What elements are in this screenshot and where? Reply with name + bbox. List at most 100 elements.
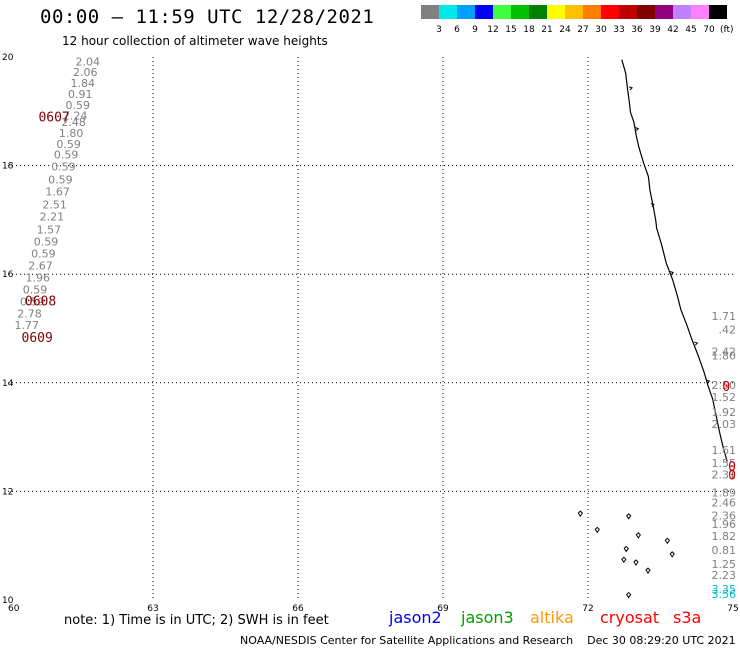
scale-swatch	[475, 5, 493, 19]
pass-timestamp: 0	[722, 380, 730, 395]
scale-swatch	[673, 5, 691, 19]
scale-swatch	[439, 5, 457, 19]
scale-swatch	[547, 5, 565, 19]
coast-inlet	[650, 203, 655, 207]
swh-reading: 0.59	[51, 161, 76, 174]
coastline-india-west	[621, 59, 728, 462]
coastline	[621, 59, 728, 462]
scale-label: 39	[649, 25, 661, 35]
swh-reading: 0.81	[712, 544, 737, 557]
scale-label: 6	[454, 25, 460, 35]
island	[664, 537, 670, 545]
legend-cryosat: cryosat	[600, 608, 660, 627]
swh-reading: 0.59	[31, 248, 56, 261]
island	[633, 559, 639, 566]
island	[626, 591, 632, 599]
map-title: 00:00 – 11:59 UTC 12/28/2021	[40, 6, 375, 28]
coast-inlet	[628, 86, 634, 91]
island	[626, 513, 632, 520]
island	[669, 551, 675, 558]
scale-label: 15	[505, 25, 517, 35]
swh-reading: 1.96	[26, 271, 51, 284]
swh-reading: 1.71	[712, 310, 737, 323]
scale-label: 42	[667, 25, 679, 35]
scale-swatch	[529, 5, 547, 19]
pass-timestamp: 0	[728, 469, 736, 484]
swh-reading: 1.52	[712, 391, 737, 404]
swh-reading: 2.24	[63, 110, 88, 123]
scale-label: 9	[472, 25, 478, 35]
island	[577, 510, 583, 518]
island	[645, 567, 651, 575]
swh-reading: 2.04	[76, 55, 101, 68]
pass-timestamp: 0608	[25, 294, 56, 309]
coast-inlet	[706, 379, 711, 384]
swh-reading: 2.31	[712, 469, 737, 482]
scale-swatch	[421, 5, 439, 19]
scale-label: 21	[541, 25, 553, 35]
swh-reading: 2.50	[712, 379, 737, 392]
legend-jason2: jason2	[389, 608, 442, 627]
scale-swatch	[457, 5, 475, 19]
swh-reading: 1.89	[712, 486, 737, 499]
swh-reading: 2.48	[61, 116, 86, 129]
swh-reading: 0.59	[48, 174, 73, 187]
island	[621, 556, 627, 564]
swh-reading: 1.25	[712, 558, 737, 571]
lakshadweep-islands	[577, 510, 675, 599]
scale-swatch	[691, 5, 709, 19]
x-tick-label: 66	[292, 604, 304, 614]
legend-altika: altika	[530, 608, 574, 627]
y-tick-label: 16	[2, 270, 14, 280]
island	[594, 526, 600, 534]
island	[635, 532, 641, 539]
swh-reading: 1.82	[712, 530, 737, 543]
legend-jason3: jason3	[461, 608, 514, 627]
pass-timestamp: 0	[728, 460, 736, 475]
swh-reading: 1.55	[712, 457, 737, 470]
y-tick-label: 14	[2, 379, 14, 389]
swh-reading: 1.84	[71, 77, 96, 90]
swh-reading: 1.77	[15, 319, 40, 332]
scale-label: 24	[559, 25, 571, 35]
swh-reading: 2.23	[712, 569, 737, 582]
scale-swatch	[655, 5, 673, 19]
scale-swatch	[637, 5, 655, 19]
x-tick-label: 69	[437, 604, 449, 614]
coast-inlet	[670, 271, 675, 275]
scale-swatch	[619, 5, 637, 19]
scale-swatch	[709, 5, 727, 19]
scale-label: 33	[613, 25, 625, 35]
scale-swatch	[565, 5, 583, 19]
island	[623, 545, 629, 553]
swh-reading: 2.46	[712, 496, 737, 509]
scale-label: 27	[577, 25, 589, 35]
swh-reading: 1.61	[712, 444, 737, 457]
swh-reading: 0.59	[56, 138, 81, 151]
swh-reading: 2.36	[712, 509, 737, 522]
scale-label: 12	[487, 25, 499, 35]
scale-swatch	[493, 5, 511, 19]
scale-swatch	[601, 5, 619, 19]
scale-label: 30	[595, 25, 607, 35]
scale-swatch	[511, 5, 529, 19]
swh-reading: 1.80	[59, 127, 84, 140]
swh-reading: 3.35	[712, 583, 737, 596]
coast-inlet	[635, 127, 640, 131]
scale-label: 45	[685, 25, 697, 35]
x-tick-label: 60	[8, 604, 20, 614]
swh-reading: 1.96	[712, 518, 737, 531]
scale-unit: (ft)	[720, 25, 734, 35]
pass-timestamp: 0607	[38, 111, 69, 126]
legend-s3a: s3a	[673, 608, 702, 627]
swh-reading: 1.92	[712, 406, 737, 419]
swh-reading: 0.59	[20, 295, 45, 308]
x-tick-label: 72	[582, 604, 593, 614]
swh-reading: 1.67	[45, 186, 70, 199]
swh-reading: 0.59	[23, 283, 48, 296]
swh-reading: 2.67	[28, 260, 53, 273]
swh-reading: 1.57	[37, 224, 62, 237]
coast-inlet	[694, 341, 699, 346]
